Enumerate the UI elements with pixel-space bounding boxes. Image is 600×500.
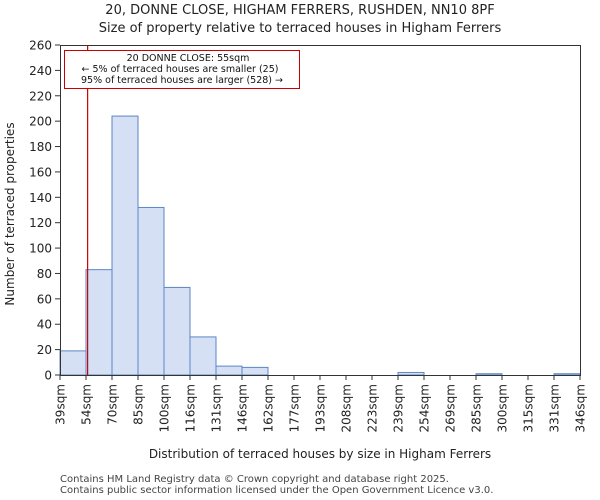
y-tick-label: 120 xyxy=(29,216,52,230)
chart-title: Size of property relative to terraced ho… xyxy=(98,21,502,36)
y-tick-label: 260 xyxy=(29,39,52,53)
histogram-chart: 0 20 40 60 80 100 120 140 160 180 200 220 240 260 39s… xyxy=(3,39,588,462)
x-tick-label: 300sqm xyxy=(496,384,510,432)
y-axis-ticks: 0 20 40 60 80 100 120 140 160 180 200 220 240 260 xyxy=(29,39,60,383)
histogram-bar xyxy=(85,269,113,376)
x-tick-label: 85sqm xyxy=(132,384,146,425)
histogram-bar xyxy=(59,350,87,376)
histogram-bar xyxy=(553,373,581,376)
histogram-bar xyxy=(397,371,425,376)
histogram-bar xyxy=(241,366,269,376)
y-tick-label: 40 xyxy=(37,318,52,332)
x-tick-label: 254sqm xyxy=(418,384,432,432)
y-tick-label: 140 xyxy=(29,191,52,205)
histogram-bar xyxy=(215,365,243,376)
y-tick-label: 180 xyxy=(29,140,52,154)
y-tick-label: 100 xyxy=(29,242,52,256)
x-tick-label: 116sqm xyxy=(184,384,198,432)
footer-licence: Contains public sector information licen… xyxy=(60,485,494,496)
x-tick-label: 315sqm xyxy=(522,384,536,432)
x-tick-label: 223sqm xyxy=(366,384,380,432)
x-tick-label: 193sqm xyxy=(314,384,328,432)
x-tick-label: 208sqm xyxy=(340,384,354,432)
x-tick-label: 269sqm xyxy=(444,384,458,432)
x-tick-label: 146sqm xyxy=(236,384,250,432)
y-tick-label: 240 xyxy=(29,64,52,78)
y-tick-label: 160 xyxy=(29,165,52,179)
x-tick-label: 100sqm xyxy=(158,384,172,432)
plot-frame xyxy=(60,45,581,376)
y-tick-label: 0 xyxy=(44,369,52,383)
y-tick-label: 60 xyxy=(37,292,52,306)
histogram-bar xyxy=(163,286,191,376)
x-tick-label: 331sqm xyxy=(548,384,562,432)
x-tick-label: 54sqm xyxy=(80,384,94,425)
annotation-frame xyxy=(64,50,300,89)
y-tick-label: 220 xyxy=(29,89,52,103)
x-tick-label: 162sqm xyxy=(262,384,276,432)
annotation-line-1: 20 DONNE CLOSE: 55sqm xyxy=(127,53,250,64)
bars-group xyxy=(59,115,581,376)
y-axis-label: Number of terraced properties xyxy=(3,122,17,305)
histogram-bar xyxy=(189,336,217,376)
annotation-box: 20 DONNE CLOSE: 55sqm ← 5% of terraced h… xyxy=(64,50,300,89)
x-tick-label: 131sqm xyxy=(210,384,224,432)
x-axis-label: Distribution of terraced houses by size … xyxy=(149,447,491,461)
y-tick-label: 80 xyxy=(37,267,52,281)
chart-title-address: 20, DONNE CLOSE, HIGHAM FERRERS, RUSHDEN… xyxy=(105,3,495,18)
x-tick-label: 39sqm xyxy=(54,384,68,425)
annotation-line-3: 95% of terraced houses are larger (528) … xyxy=(81,75,283,86)
x-axis-ticks: 39sqm 54sqm 70sqm 85sqm 100sqm 116sqm 131sqm 14… xyxy=(54,375,588,432)
x-tick-label: 70sqm xyxy=(106,384,120,425)
histogram-bar xyxy=(137,206,165,376)
histogram-bar xyxy=(111,115,139,376)
footer-copyright: Contains HM Land Registry data © Crown c… xyxy=(60,474,449,485)
x-tick-label: 346sqm xyxy=(574,384,588,432)
x-tick-label: 177sqm xyxy=(288,384,302,432)
annotation-line-2: ← 5% of terraced houses are smaller (25) xyxy=(82,64,279,75)
x-tick-label: 285sqm xyxy=(470,384,484,432)
x-tick-label: 239sqm xyxy=(392,384,406,432)
y-tick-label: 200 xyxy=(29,115,52,129)
y-tick-label: 20 xyxy=(37,343,52,357)
histogram-bar xyxy=(475,373,503,376)
